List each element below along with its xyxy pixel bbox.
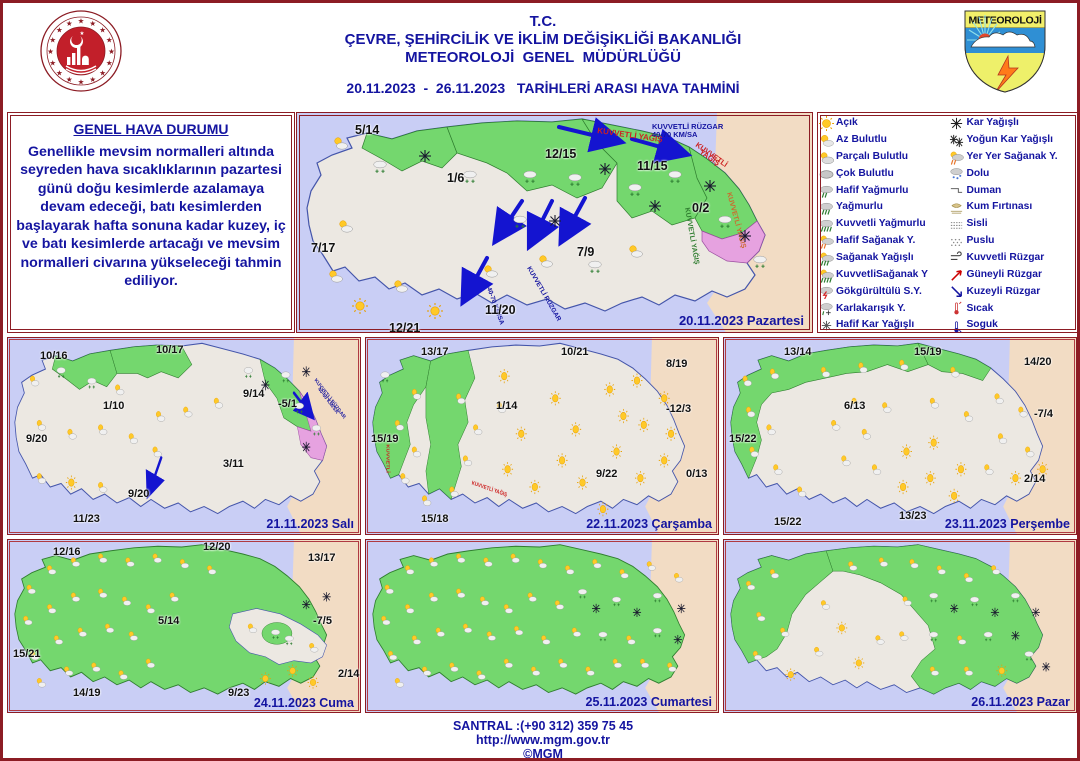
svg-text:KUVVETLİ: KUVVETLİ <box>385 444 391 473</box>
svg-text:★: ★ <box>49 59 56 68</box>
svg-text:★: ★ <box>80 30 85 37</box>
svg-text:★: ★ <box>106 35 113 44</box>
svg-text:★: ★ <box>66 75 73 84</box>
svg-text:★: ★ <box>66 19 73 28</box>
svg-text:★: ★ <box>78 78 85 87</box>
svg-text:★: ★ <box>89 19 96 28</box>
svg-text:★: ★ <box>89 75 96 84</box>
svg-text:★: ★ <box>106 59 113 68</box>
svg-text:★: ★ <box>99 25 106 34</box>
svg-text:★: ★ <box>47 47 54 56</box>
svg-text:★: ★ <box>49 35 56 44</box>
svg-text:40-70 KM/SA: 40-70 KM/SA <box>652 130 698 139</box>
svg-text:★: ★ <box>99 69 106 78</box>
svg-text:★: ★ <box>56 25 63 34</box>
svg-text:★: ★ <box>56 69 63 78</box>
svg-text:★: ★ <box>78 17 85 26</box>
svg-text:★: ★ <box>108 47 115 56</box>
